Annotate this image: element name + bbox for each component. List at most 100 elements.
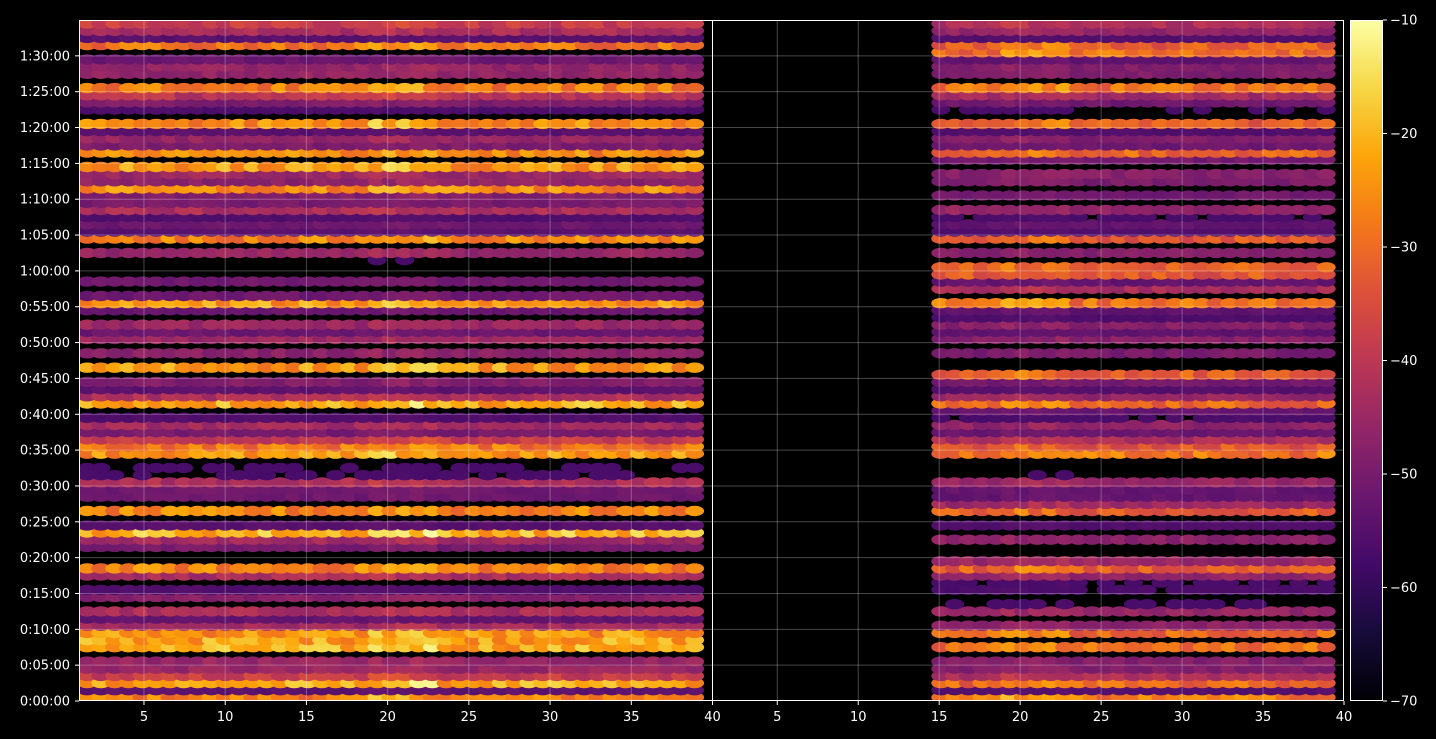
heatmap-cell <box>491 247 511 259</box>
heatmap-cell <box>119 419 138 431</box>
heatmap-cell <box>436 276 456 287</box>
heatmap-cell <box>505 505 525 517</box>
heatmap-cell <box>986 620 1006 631</box>
heatmap-cell <box>395 541 415 553</box>
heatmap-cell <box>588 161 608 173</box>
heatmap-cell <box>972 147 992 158</box>
heatmap-cell <box>1165 606 1185 617</box>
heatmap-cell <box>1068 333 1088 345</box>
heatmap-cell <box>381 677 401 689</box>
heatmap-cell <box>146 591 166 603</box>
heatmap-cell <box>1234 584 1254 596</box>
heatmap-cell <box>340 82 359 94</box>
heatmap-cell <box>381 183 401 194</box>
heatmap-cell <box>945 376 965 388</box>
heatmap-cell <box>464 219 484 230</box>
heatmap-cell <box>629 197 649 208</box>
heatmap-cell <box>243 591 263 603</box>
heatmap-cell <box>1055 269 1075 280</box>
heatmap-cell <box>215 82 235 94</box>
heatmap-cell <box>229 534 249 545</box>
heatmap-cell <box>1068 677 1088 689</box>
heatmap-cell <box>436 412 456 423</box>
heatmap-cell <box>422 376 442 388</box>
heatmap-cell <box>298 276 318 287</box>
heatmap-cell <box>1316 176 1336 187</box>
heatmap-cell <box>986 398 1006 409</box>
heatmap-cell <box>188 183 208 194</box>
heatmap-cell <box>395 204 415 216</box>
heatmap-cell <box>243 477 263 488</box>
heatmap-cell <box>1096 369 1116 380</box>
heatmap-cell <box>931 226 951 237</box>
heatmap-cell <box>602 39 622 51</box>
heatmap-cell <box>505 656 525 667</box>
heatmap-cell <box>671 434 691 445</box>
heatmap-cell <box>91 491 111 502</box>
heatmap-cell <box>409 197 428 208</box>
heatmap-cell <box>671 204 691 216</box>
heatmap-cell <box>353 176 373 187</box>
heatmap-cell <box>1275 269 1295 280</box>
heatmap-cell <box>270 419 290 431</box>
heatmap-cell <box>367 434 387 445</box>
heatmap-cell <box>79 348 97 359</box>
heatmap-cell <box>1261 677 1281 689</box>
heatmap-cell <box>1275 154 1295 165</box>
heatmap-cell <box>519 319 539 330</box>
heatmap-cell <box>105 204 125 216</box>
heatmap-cell <box>1055 405 1075 416</box>
heatmap-cell <box>160 348 180 359</box>
heatmap-cell <box>685 39 705 51</box>
heatmap-cell <box>1206 656 1226 667</box>
heatmap-cell <box>284 613 304 624</box>
heatmap-cell <box>478 276 497 287</box>
heatmap-cell <box>1302 677 1322 689</box>
heatmap-cell <box>945 147 965 158</box>
heatmap-cell <box>132 348 152 359</box>
heatmap-cell <box>657 398 677 409</box>
heatmap-cell <box>616 677 636 689</box>
heatmap-cell <box>1027 333 1047 345</box>
heatmap-cell <box>409 54 428 65</box>
heatmap-cell <box>1261 405 1281 416</box>
heatmap-cell <box>353 90 373 101</box>
heatmap-cell <box>945 118 965 130</box>
heatmap-cell <box>1261 333 1281 345</box>
heatmap-cell <box>671 104 691 115</box>
heatmap-cell <box>602 125 622 137</box>
heatmap-cell <box>519 491 539 502</box>
heatmap-cell <box>505 541 525 553</box>
heatmap-cell <box>1316 319 1336 330</box>
heatmap-cell <box>1206 620 1226 631</box>
heatmap-cell <box>616 541 636 553</box>
heatmap-cell <box>491 419 511 431</box>
heatmap-cell <box>132 412 152 423</box>
heatmap-cell <box>1027 147 1047 158</box>
heatmap-cell <box>353 627 373 639</box>
heatmap-cell <box>257 398 277 409</box>
heatmap-cell <box>326 161 346 173</box>
heatmap-cell <box>340 183 359 194</box>
heatmap-cell <box>1261 168 1281 180</box>
heatmap-cell <box>1110 133 1130 144</box>
heatmap-cell <box>395 398 415 409</box>
heatmap-cell <box>1013 498 1033 510</box>
heatmap-cell <box>409 477 428 488</box>
heatmap-cell <box>533 434 553 445</box>
heatmap-cell <box>450 147 470 158</box>
heatmap-cell <box>298 656 318 667</box>
heatmap-cell <box>574 505 594 517</box>
heatmap-cell <box>958 584 978 596</box>
heatmap-cell <box>1041 190 1061 201</box>
heatmap-cell <box>1316 477 1336 488</box>
heatmap-cell <box>105 348 125 359</box>
heatmap-cell <box>1068 656 1088 667</box>
heatmap-cell <box>395 319 415 330</box>
heatmap-cell <box>1165 534 1185 545</box>
heatmap-cell <box>105 276 125 287</box>
heatmap-cell <box>381 505 401 517</box>
heatmap-cell <box>588 118 608 130</box>
heatmap-cell <box>119 54 138 65</box>
heatmap-cell <box>367 613 387 624</box>
